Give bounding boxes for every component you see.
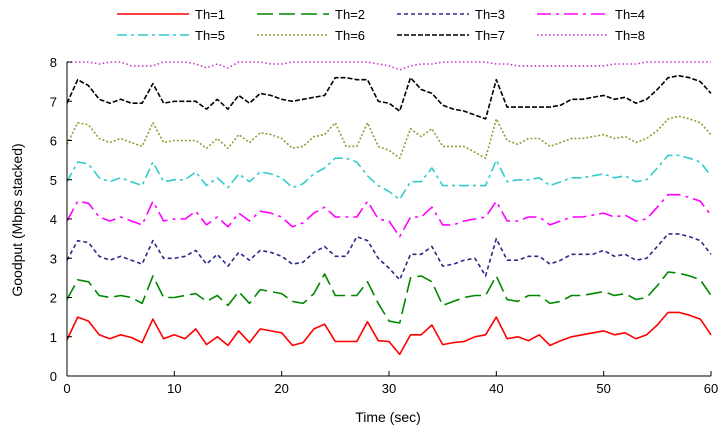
x-axis-label: Time (sec) [355,409,421,425]
x-tick-label: 20 [274,381,288,396]
y-tick-label: 2 [50,291,57,306]
y-tick-label: 3 [50,251,57,266]
x-tick-label: 60 [704,381,718,396]
legend: Th=1 Th=2 Th=3 Th=4 Th=5 Th=6 Th=7 Th=8 [117,7,645,43]
series-line-th6 [66,115,712,159]
legend-label-th2: Th=2 [335,7,365,22]
ticks: 0 10 20 30 40 50 60 0 1 2 3 4 5 6 7 8 [50,55,718,396]
y-tick-label: 7 [50,94,57,109]
legend-label-th7: Th=7 [475,28,505,43]
legend-label-th8: Th=8 [615,28,645,43]
series-line-th8 [67,61,711,71]
y-tick-label: 1 [50,330,57,345]
legend-label-th4: Th=4 [615,7,645,22]
x-tick-label: 10 [167,381,181,396]
x-tick-label: 0 [63,381,70,396]
series-line-th4 [66,193,712,238]
series-layer [66,61,712,356]
series-line-th5 [66,154,712,201]
series-line-th1 [66,311,712,356]
series-line-th2 [66,271,712,324]
x-tick-label: 40 [489,381,503,396]
y-tick-label: 6 [50,134,57,149]
y-axis-label: Goodput (Mbps stacked) [9,143,25,296]
y-tick-label: 4 [50,212,57,227]
legend-label-th3: Th=3 [475,7,505,22]
legend-label-th1: Th=1 [195,7,225,22]
y-tick-label: 0 [50,369,57,384]
y-tick-label: 8 [50,55,57,70]
axes [66,62,711,377]
series-line-th3 [66,233,712,281]
y-tick-label: 5 [50,173,57,188]
x-tick-label: 50 [596,381,610,396]
legend-label-th5: Th=5 [195,28,225,43]
legend-label-th6: Th=6 [335,28,365,43]
series-line-th7 [66,74,712,120]
x-tick-label: 30 [382,381,396,396]
